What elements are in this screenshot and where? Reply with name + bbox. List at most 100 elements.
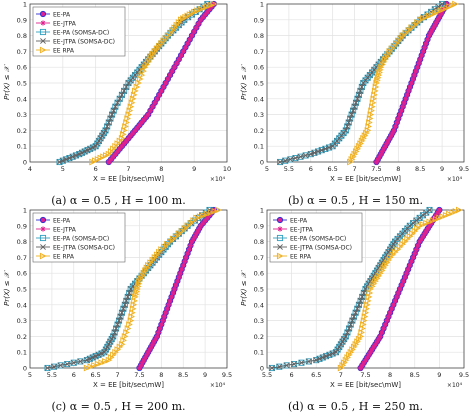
legend-entry: EE RPA <box>36 252 75 260</box>
data-point <box>395 115 401 122</box>
data-point <box>436 207 442 213</box>
data-point <box>206 6 213 12</box>
data-point <box>66 155 73 161</box>
data-point <box>44 364 51 372</box>
data-point <box>298 359 305 366</box>
data-point <box>131 297 138 305</box>
data-point <box>449 209 457 216</box>
data-point <box>167 72 173 78</box>
data-point <box>187 36 193 43</box>
data-point <box>361 313 369 320</box>
data-point <box>410 76 416 82</box>
data-point <box>276 363 283 370</box>
data-point <box>382 254 389 261</box>
legend-marker <box>40 244 46 250</box>
data-point <box>199 212 206 219</box>
data-point <box>154 96 160 102</box>
data-point <box>365 280 372 287</box>
data-point <box>384 318 390 324</box>
y-tick-label: 0.6 <box>17 270 27 278</box>
data-point <box>204 215 210 221</box>
data-point <box>395 290 401 296</box>
data-point <box>297 153 304 160</box>
x-tick-label: 6 <box>94 165 98 173</box>
data-point <box>384 140 390 147</box>
x-tick-label: 5 <box>265 165 269 173</box>
data-point <box>423 228 429 234</box>
data-point <box>413 217 420 224</box>
legend-marker <box>40 20 46 26</box>
data-point <box>179 266 185 272</box>
data-point <box>433 215 440 223</box>
data-point <box>357 87 364 94</box>
data-point <box>422 44 428 51</box>
legend-entry: EE-JTPA (SOMSA-DC) <box>36 244 115 251</box>
legend-box <box>269 212 363 263</box>
data-point <box>322 145 329 152</box>
data-point <box>347 321 354 328</box>
data-point <box>382 55 389 63</box>
data-point <box>118 340 126 348</box>
data-point <box>198 17 204 23</box>
data-point <box>318 147 325 154</box>
data-point <box>109 111 116 118</box>
data-point <box>148 344 154 350</box>
x-tick-label: 9 <box>440 165 444 173</box>
data-point <box>64 361 71 368</box>
data-point <box>379 148 385 155</box>
data-point <box>350 153 357 161</box>
legend-marker <box>277 244 283 250</box>
data-point <box>371 91 378 99</box>
data-point <box>402 274 408 280</box>
data-point <box>365 293 373 301</box>
data-point <box>182 44 189 51</box>
legend-marker <box>39 234 47 242</box>
legend-label: EE-PA (SOMSA-DC) <box>53 235 109 242</box>
y-tick-label: 0.6 <box>17 64 27 72</box>
data-point <box>269 365 275 371</box>
data-point <box>411 72 417 78</box>
data-point <box>416 214 423 221</box>
y-tick-label: 0.6 <box>254 64 264 72</box>
data-point <box>96 138 102 144</box>
data-point <box>383 259 391 266</box>
data-point <box>83 357 90 364</box>
data-point <box>110 154 116 160</box>
data-point <box>354 338 361 345</box>
data-point <box>147 346 153 353</box>
y-tick-label: 0.6 <box>254 270 264 278</box>
data-point <box>347 158 354 166</box>
data-point <box>452 0 459 8</box>
data-point <box>360 290 367 296</box>
data-point <box>292 155 299 161</box>
data-point <box>164 306 170 312</box>
data-point <box>126 321 133 328</box>
data-point <box>372 277 379 285</box>
data-point <box>70 359 77 366</box>
data-point <box>132 87 139 95</box>
x-tick-label: 6 <box>72 371 76 379</box>
y-tick-label: 0.8 <box>17 32 27 40</box>
data-point <box>381 146 387 152</box>
data-point <box>391 127 397 133</box>
series-ee-jtpa <box>136 207 217 371</box>
data-point <box>390 241 397 248</box>
data-point <box>369 283 376 290</box>
data-point <box>392 298 398 304</box>
data-point <box>117 146 123 152</box>
data-point <box>122 123 129 130</box>
data-point <box>357 297 364 304</box>
data-point <box>429 27 435 33</box>
y-tick-label: 0.5 <box>17 80 27 88</box>
data-point <box>63 156 70 163</box>
data-point <box>165 76 171 82</box>
data-point <box>389 130 396 136</box>
data-point <box>171 64 178 70</box>
data-point <box>178 52 184 58</box>
data-point <box>189 33 195 39</box>
data-point <box>367 111 375 118</box>
data-point <box>139 119 145 126</box>
data-point <box>423 209 430 216</box>
data-point <box>366 352 372 358</box>
data-point <box>430 25 436 31</box>
